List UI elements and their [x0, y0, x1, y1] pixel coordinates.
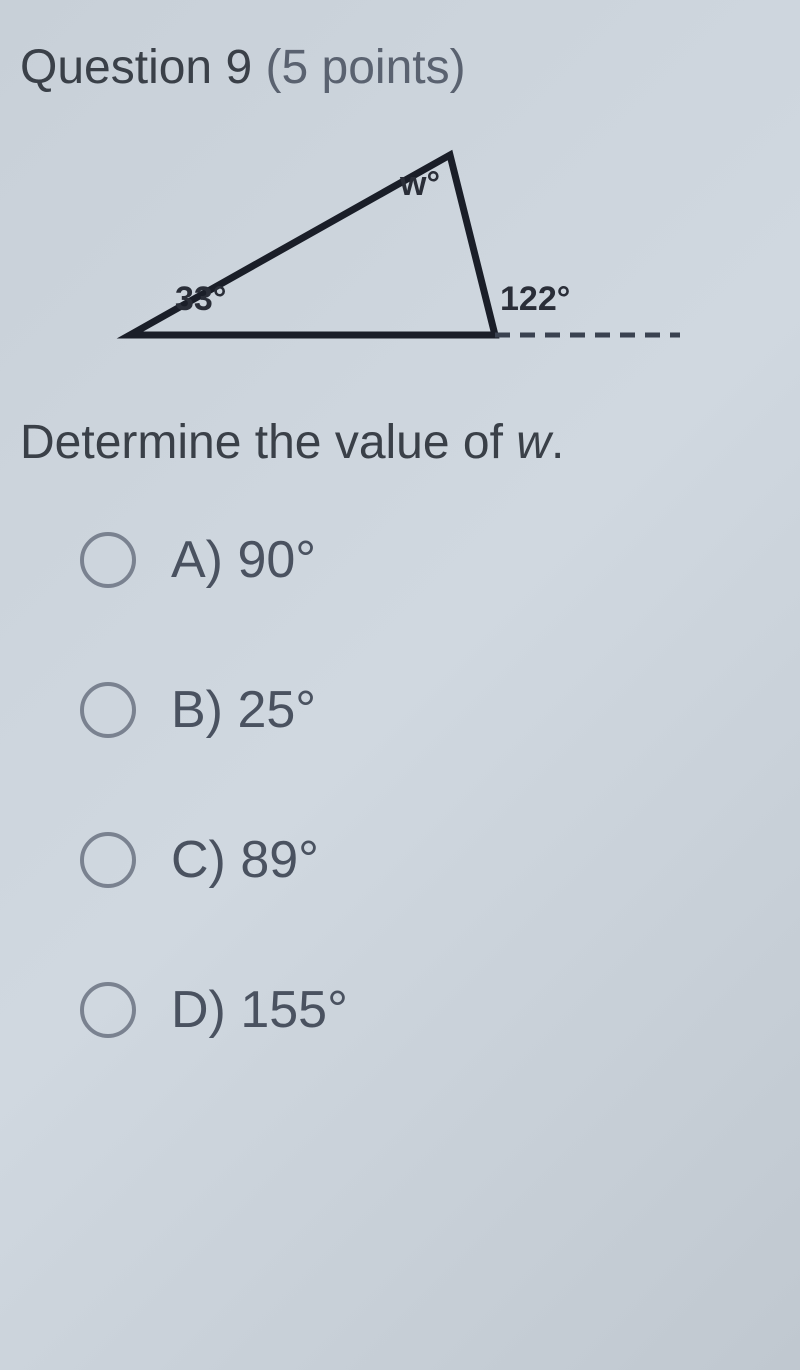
option-c[interactable]: C) 89° [80, 830, 780, 890]
option-b[interactable]: B) 25° [80, 680, 780, 740]
triangle-diagram: w° 33° 122° [100, 135, 700, 355]
question-prefix: Question [20, 41, 225, 94]
option-a[interactable]: A) 90° [80, 530, 780, 590]
prompt-variable: w [516, 416, 551, 469]
option-d-label: D) 155° [171, 980, 348, 1040]
question-prompt: Determine the value of w. [20, 415, 780, 470]
option-b-label: B) 25° [171, 680, 316, 740]
prompt-before: Determine the value of [20, 416, 516, 469]
radio-icon[interactable] [80, 532, 136, 588]
angle-label-122: 122° [500, 280, 570, 319]
answer-options: A) 90° B) 25° C) 89° D) 155° [80, 530, 780, 1040]
radio-icon[interactable] [80, 682, 136, 738]
option-c-label: C) 89° [171, 830, 319, 890]
option-d[interactable]: D) 155° [80, 980, 780, 1040]
question-number: 9 [225, 41, 252, 94]
angle-label-w: w° [400, 165, 440, 204]
radio-icon[interactable] [80, 982, 136, 1038]
option-a-label: A) 90° [171, 530, 316, 590]
radio-icon[interactable] [80, 832, 136, 888]
angle-label-33: 33° [175, 280, 226, 319]
prompt-after: . [551, 416, 564, 469]
question-points: (5 points) [252, 41, 465, 94]
question-header: Question 9 (5 points) [20, 40, 780, 95]
